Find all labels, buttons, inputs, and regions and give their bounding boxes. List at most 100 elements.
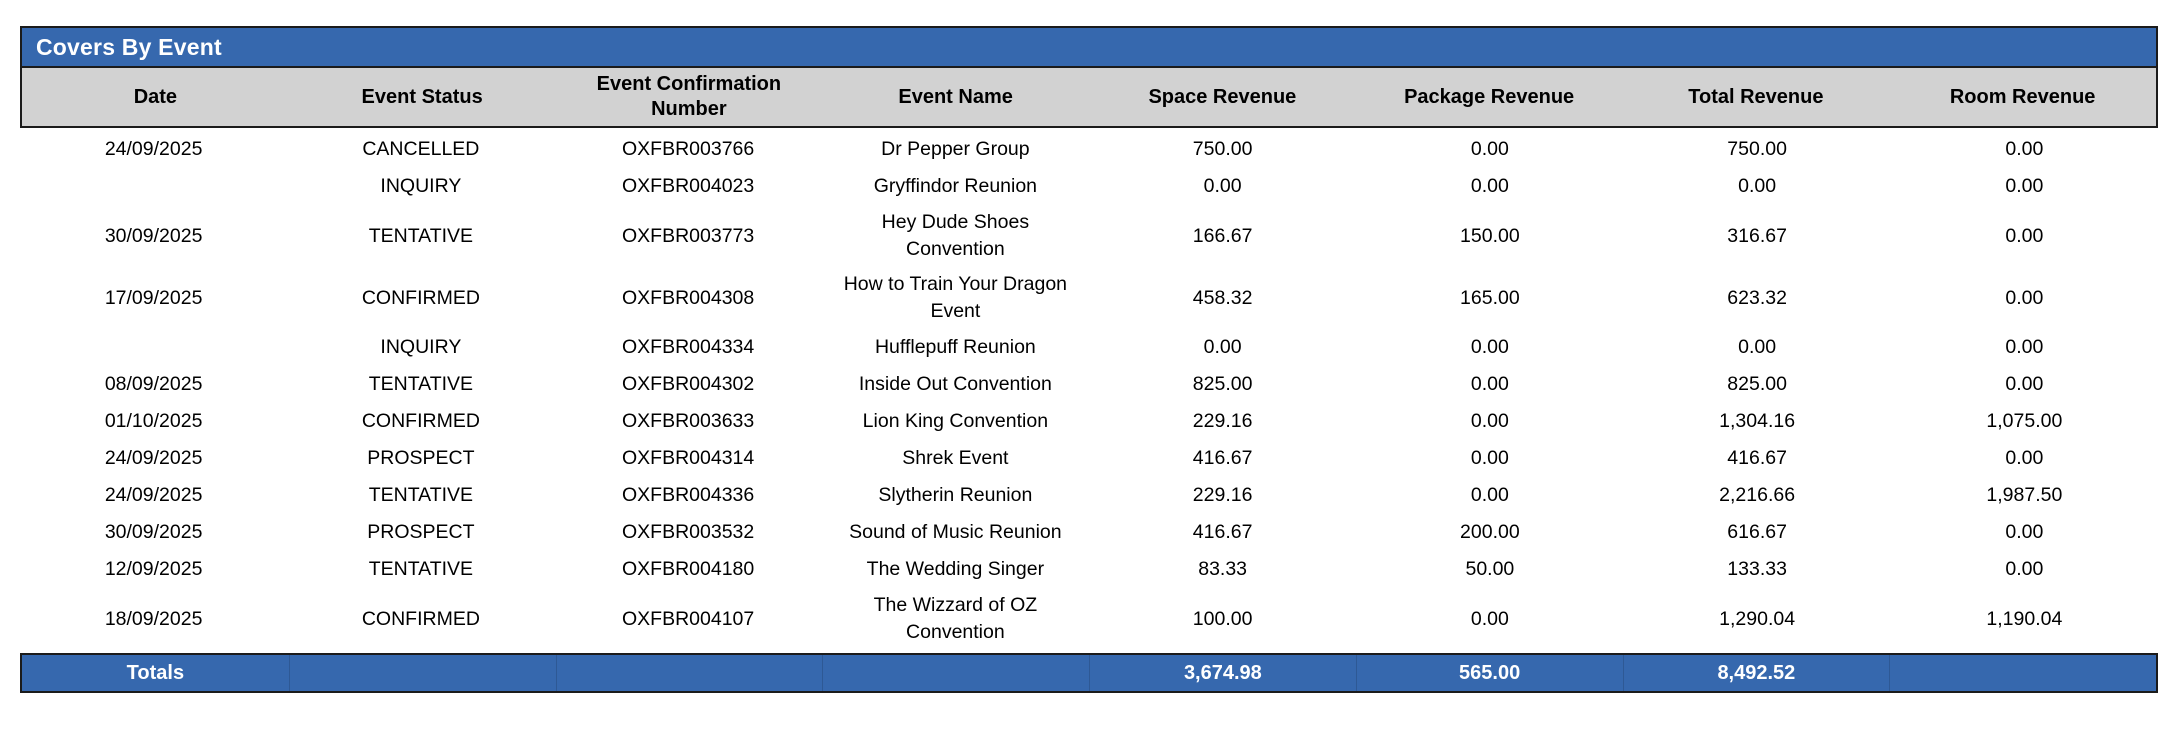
cell-date: 17/09/2025 [104, 286, 203, 309]
covers-by-event-report: Covers By Event Date Event Status Event Co… [20, 26, 2158, 693]
cell-total: 0.00 [1738, 336, 1777, 358]
cell-space: 825.00 [1192, 373, 1253, 395]
cell-confirmation: OXFBR004023 [622, 175, 755, 197]
column-header: Space Revenue [1148, 85, 1297, 108]
cell-date: 30/09/2025 [104, 224, 203, 247]
cell-package: 0.00 [1470, 175, 1509, 197]
cell-name: The Wizzard of OZ Convention [873, 594, 1038, 643]
cell-name: Hey Dude Shoes Convention [881, 211, 1030, 260]
cell-name: Lion King Convention [862, 410, 1049, 432]
cell-space: 416.67 [1192, 447, 1253, 469]
cell-name: Gryffindor Reunion [873, 175, 1038, 197]
cell-confirmation: OXFBR004302 [622, 373, 755, 395]
cell-space: 166.67 [1192, 224, 1253, 247]
cell-room: 0.00 [2005, 447, 2044, 469]
cell-space: 229.16 [1192, 410, 1253, 432]
totals-label: Totals [126, 661, 185, 684]
report-title: Covers By Event [36, 33, 222, 60]
cell-room: 0.00 [2005, 175, 2044, 197]
table-row: 24/09/2025 PROSPECT OXFBR004314 Shrek Event… [20, 440, 2158, 477]
cell-total: 825.00 [1727, 373, 1787, 395]
cell-room: 1,987.50 [1986, 484, 2063, 506]
cell-package: 0.00 [1470, 373, 1509, 395]
cell-date: 24/09/2025 [104, 447, 203, 469]
cell-date [20, 344, 287, 352]
report-title-bar: Covers By Event [20, 26, 2158, 66]
cell-date: 08/09/2025 [104, 373, 203, 395]
cell-package: 0.00 [1470, 336, 1509, 358]
column-header: Event Status [361, 85, 483, 108]
cell-date: 24/09/2025 [104, 138, 203, 160]
cell-total: 2,216.66 [1719, 484, 1796, 506]
cell-confirmation: OXFBR004314 [622, 447, 755, 469]
column-header: Date [133, 85, 178, 108]
totals-package-revenue: 565.00 [1355, 655, 1623, 691]
cell-package: 0.00 [1470, 138, 1509, 160]
column-header: Package Revenue [1404, 85, 1575, 108]
table-row: 17/09/2025 CONFIRMED OXFBR004308 How to Tra… [20, 267, 2158, 329]
cell-package: 0.00 [1470, 410, 1509, 432]
table-row: 24/09/2025 CANCELLED OXFBR003766 Dr Pepper … [20, 131, 2158, 168]
cell-room: 0.00 [2005, 336, 2044, 358]
cell-confirmation: OXFBR003773 [622, 224, 755, 247]
cell-status: PROSPECT [367, 447, 475, 469]
cell-status: CONFIRMED [361, 607, 480, 630]
cell-total: 416.67 [1727, 447, 1787, 469]
cell-confirmation: OXFBR004308 [622, 286, 755, 309]
cell-confirmation: OXFBR003633 [622, 410, 755, 432]
cell-package: 0.00 [1470, 484, 1509, 506]
cell-status: INQUIRY [380, 175, 462, 197]
cell-space: 83.33 [1198, 558, 1248, 580]
totals-room-revenue [1889, 655, 2156, 691]
table-row: 24/09/2025 TENTATIVE OXFBR004336 Slytherin … [20, 477, 2158, 514]
cell-confirmation: OXFBR003766 [622, 138, 755, 160]
table-row: 18/09/2025 CONFIRMED OXFBR004107 The Wizzar… [20, 588, 2158, 650]
cell-total: 133.33 [1727, 558, 1787, 580]
cell-package: 165.00 [1460, 286, 1520, 309]
cell-status: TENTATIVE [368, 558, 474, 580]
cell-confirmation: OXFBR004334 [622, 336, 755, 358]
column-header: Event Confirmation Number [596, 73, 782, 120]
cell-package: 0.00 [1470, 447, 1509, 469]
table-row: INQUIRY OXFBR004023 Gryffindor Reunion 0.00… [20, 168, 2158, 205]
cell-total: 623.32 [1727, 286, 1787, 309]
cell-date: 30/09/2025 [104, 521, 203, 543]
cell-room: 1,075.00 [1986, 410, 2063, 432]
cell-date: 24/09/2025 [104, 484, 203, 506]
cell-date: 01/10/2025 [104, 410, 203, 432]
cell-date: 12/09/2025 [104, 558, 203, 580]
cell-room: 0.00 [2005, 558, 2044, 580]
table-body: 24/09/2025 CANCELLED OXFBR003766 Dr Pepper … [20, 128, 2158, 650]
cell-total: 0.00 [1738, 175, 1777, 197]
cell-name: Slytherin Reunion [878, 484, 1033, 506]
table-row: INQUIRY OXFBR004334 Hufflepuff Reunion 0.00… [20, 329, 2158, 366]
table-row: 01/10/2025 CONFIRMED OXFBR003633 Lion King … [20, 403, 2158, 440]
cell-space: 100.00 [1192, 607, 1253, 630]
cell-package: 200.00 [1460, 521, 1520, 543]
cell-total: 1,290.04 [1719, 607, 1796, 630]
cell-room: 0.00 [2005, 521, 2044, 543]
cell-date [20, 183, 287, 191]
cell-status: CONFIRMED [361, 286, 480, 309]
cell-status: CANCELLED [362, 138, 480, 160]
cell-status: INQUIRY [380, 336, 462, 358]
cell-confirmation: OXFBR003532 [622, 521, 755, 543]
cell-total: 1,304.16 [1719, 410, 1796, 432]
totals-empty-cell [288, 655, 556, 691]
cell-name: Sound of Music Reunion [849, 521, 1062, 543]
cell-date: 18/09/2025 [104, 607, 203, 630]
column-header: Room Revenue [1949, 85, 2096, 108]
column-header: Event Name [898, 85, 1013, 108]
table-row: 30/09/2025 PROSPECT OXFBR003532 Sound of Mu… [20, 514, 2158, 551]
cell-confirmation: OXFBR004107 [622, 607, 755, 630]
table-row: 12/09/2025 TENTATIVE OXFBR004180 The Weddin… [20, 551, 2158, 588]
cell-space: 458.32 [1192, 286, 1253, 309]
cell-confirmation: OXFBR004180 [622, 558, 755, 580]
totals-space-revenue: 3,674.98 [1089, 655, 1356, 691]
cell-room: 0.00 [2005, 224, 2044, 247]
cell-name: How to Train Your Dragon Event [843, 273, 1068, 322]
cell-total: 616.67 [1727, 521, 1787, 543]
cell-name: The Wedding Singer [866, 558, 1045, 580]
table-header-row: Date Event Status Event Confirmation Numbe… [20, 66, 2158, 128]
column-header: Total Revenue [1688, 85, 1824, 108]
